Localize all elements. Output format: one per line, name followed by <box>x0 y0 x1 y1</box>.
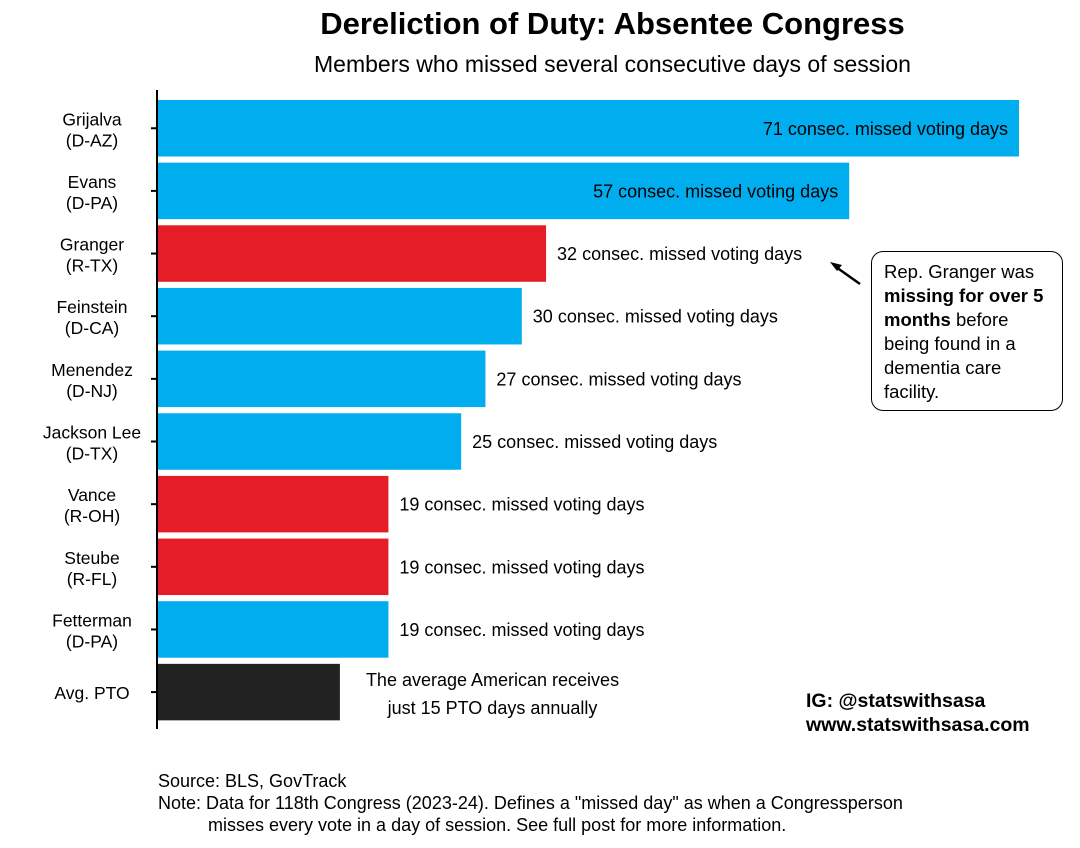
bar-value-label: 30 consec. missed voting days <box>533 307 778 327</box>
member-name: Feinstein <box>56 297 127 317</box>
bar-value-label: 32 consec. missed voting days <box>557 244 802 264</box>
bar-grijalva <box>158 100 1019 157</box>
bar-value-label: 71 consec. missed voting days <box>763 119 1008 139</box>
footer-source: Source: BLS, GovTrack <box>158 771 347 791</box>
member-party: (D-NJ) <box>66 381 118 401</box>
callout-text-bold: missing for over 5 months <box>884 285 1044 330</box>
chart-title: Dereliction of Duty: Absentee Congress <box>320 6 905 41</box>
bar-fetterman <box>158 601 389 658</box>
bar-value-label: 19 consec. missed voting days <box>399 620 644 640</box>
member-party: (D-AZ) <box>66 130 118 150</box>
y-tick-label: Evans (D-PA) <box>66 172 118 213</box>
member-name: Granger <box>60 235 124 255</box>
y-tick-label: Grijalva (D-AZ) <box>62 109 122 150</box>
chart-subtitle: Members who missed several consecutive d… <box>314 51 911 77</box>
callout-text-start: Rep. Granger was <box>884 261 1035 282</box>
member-party: (R-FL) <box>67 569 118 589</box>
y-tick-label: Menendez (D-NJ) <box>51 360 133 401</box>
y-tick-label: Steube (R-FL) <box>64 548 119 589</box>
bar-value-label: 27 consec. missed voting days <box>496 369 741 389</box>
y-tick-label: Fetterman (D-PA) <box>52 610 132 651</box>
bar-granger <box>158 225 547 282</box>
pto-annotation: The average American receives just 15 PT… <box>345 666 640 722</box>
bar-value-label: 57 consec. missed voting days <box>593 181 838 201</box>
bar-feinstein <box>158 287 522 345</box>
bar-steube <box>158 538 389 596</box>
callout-text-end: before being found in a dementia care fa… <box>884 309 1016 402</box>
bar-evans <box>158 162 850 220</box>
y-tick-label: Jackson Lee (D-TX) <box>43 423 141 464</box>
member-party: (D-TX) <box>66 444 118 464</box>
bar-value-label: 19 consec. missed voting days <box>399 495 644 515</box>
brand-instagram: IG: @statswithsasa <box>806 690 986 712</box>
member-name: Steube <box>64 548 119 568</box>
y-tick-label: Avg. PTO <box>54 683 129 703</box>
footer: Source: BLS, GovTrack Note: Data for 118… <box>158 770 903 836</box>
y-tick-label: Feinstein (D-CA) <box>56 297 127 338</box>
y-tick-label: Granger (R-TX) <box>60 235 124 276</box>
branding: IG: @statswithsasa www.statswithsasa.com <box>806 689 1030 737</box>
bar-vance <box>158 475 389 533</box>
member-name: Grijalva <box>62 109 122 129</box>
y-tick-label: Vance (R-OH) <box>64 485 120 526</box>
pto-annotation-line2: just 15 PTO days annually <box>387 698 598 718</box>
pto-annotation-line1: The average American receives <box>365 670 620 690</box>
callout-arrow <box>830 262 861 286</box>
granger-callout-box: Rep. Granger was missing for over 5 mont… <box>871 251 1063 411</box>
member-name: Evans <box>68 172 117 192</box>
footer-note-line1: Note: Data for 118th Congress (2023-24).… <box>158 793 903 813</box>
member-party: (R-OH) <box>64 506 120 526</box>
brand-website: www.statswithsasa.com <box>806 714 1030 736</box>
footer-note-line2: misses every vote in a day of session. S… <box>208 815 787 835</box>
member-name: Jackson Lee <box>43 423 141 443</box>
bar-value-label: 19 consec. missed voting days <box>399 557 644 577</box>
member-party: (D-CA) <box>65 318 119 338</box>
member-party: (D-PA) <box>66 631 118 651</box>
member-party: (R-TX) <box>66 256 118 276</box>
bar-value-label: 25 consec. missed voting days <box>472 432 717 452</box>
bar-avg-pto <box>158 663 340 721</box>
member-party: (D-PA) <box>66 193 118 213</box>
member-name: Fetterman <box>52 610 132 630</box>
member-name: Menendez <box>51 360 133 380</box>
member-name: Vance <box>68 485 116 505</box>
bar-jackson-lee <box>158 413 462 470</box>
bar-menendez <box>158 350 486 408</box>
